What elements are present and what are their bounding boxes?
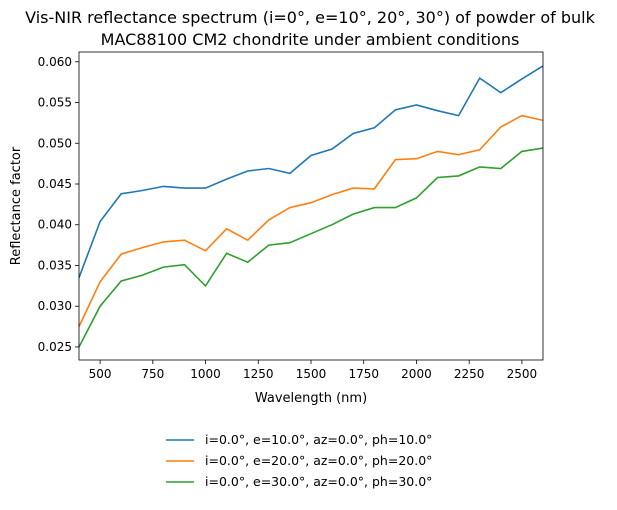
x-tick-label: 500 xyxy=(89,367,112,381)
chart-title-line-1: Vis-NIR reflectance spectrum (i=0°, e=10… xyxy=(25,8,595,27)
x-tick-label: 1750 xyxy=(348,367,379,381)
y-tick-label: 0.050 xyxy=(38,136,72,150)
legend-label-1: i=0.0°, e=10.0°, az=0.0°, ph=10.0° xyxy=(205,432,432,447)
legend-label-3: i=0.0°, e=30.0°, az=0.0°, ph=30.0° xyxy=(205,474,432,489)
x-axis-label: Wavelength (nm) xyxy=(255,391,367,406)
x-tick-label: 750 xyxy=(141,367,164,381)
series-line-3 xyxy=(78,147,544,348)
y-tick-label: 0.045 xyxy=(38,177,72,191)
x-tick-label: 1500 xyxy=(296,367,327,381)
series-line-2 xyxy=(78,114,544,327)
y-tick-label: 0.030 xyxy=(38,299,72,313)
x-tick-label: 1250 xyxy=(243,367,274,381)
y-tick-label: 0.040 xyxy=(38,218,72,232)
x-tick-label: 2500 xyxy=(507,367,538,381)
x-tick-label: 2250 xyxy=(454,367,485,381)
legend: i=0.0°, e=10.0°, az=0.0°, ph=10.0° i=0.0°… xyxy=(166,432,432,489)
y-tick-label: 0.055 xyxy=(38,96,72,110)
y-tick-label: 0.025 xyxy=(38,340,72,354)
x-tick-label: 2000 xyxy=(401,367,432,381)
y-tick-label: 0.035 xyxy=(38,258,72,272)
y-axis-label: Reflectance factor xyxy=(9,146,24,265)
series-line-1 xyxy=(78,65,544,278)
legend-label-2: i=0.0°, e=20.0°, az=0.0°, ph=20.0° xyxy=(205,453,432,468)
y-tick-label: 0.060 xyxy=(38,55,72,69)
plot-frame xyxy=(78,51,544,361)
chart-title-line-2: MAC88100 CM2 chondrite under ambient con… xyxy=(101,30,520,49)
x-tick-label: 1000 xyxy=(190,367,221,381)
